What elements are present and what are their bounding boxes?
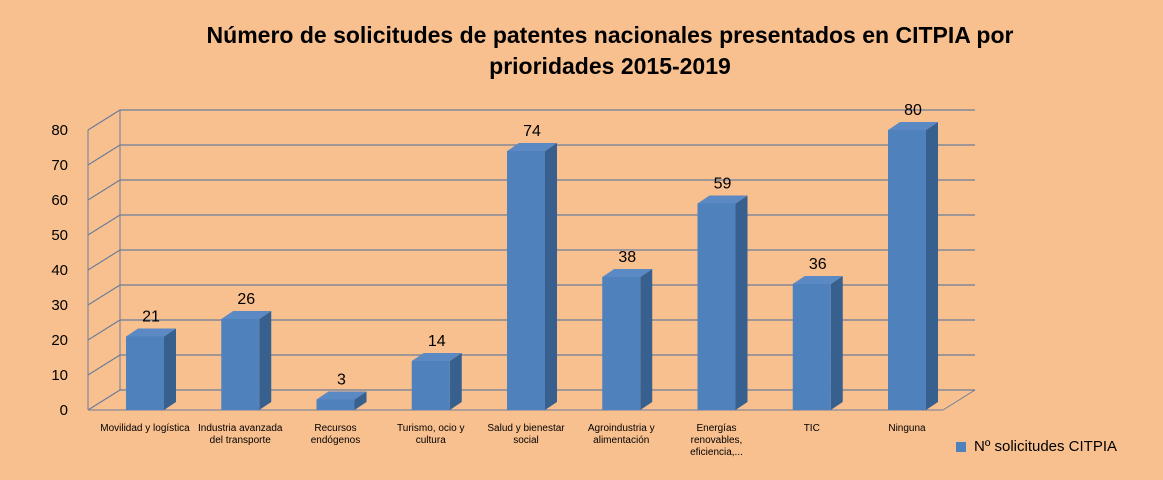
bar <box>221 311 272 410</box>
bar-top <box>411 353 462 361</box>
bar-side <box>354 391 367 410</box>
bar-top <box>507 143 557 151</box>
grid-line <box>87 284 975 306</box>
grid-line <box>87 389 975 411</box>
bar <box>888 122 938 410</box>
grid-line <box>87 109 975 131</box>
bar-side <box>640 269 653 410</box>
bar <box>316 391 367 410</box>
bar <box>126 328 176 410</box>
x-tick-label: Salud y bienestar social <box>487 423 565 446</box>
bar-front <box>411 361 450 410</box>
bar-top <box>221 311 272 319</box>
bar <box>602 269 653 410</box>
y-tick-label: 50 <box>51 227 68 244</box>
grid-line <box>87 144 975 166</box>
data-label: 80 <box>904 102 922 119</box>
data-label: 14 <box>428 333 446 350</box>
grid-line <box>87 249 975 271</box>
y-tick-label: 0 <box>60 402 68 419</box>
grid-line <box>87 319 975 341</box>
bar-front <box>316 399 355 410</box>
bar-top <box>316 391 367 400</box>
x-tick-label: Turismo, ocio y cultura <box>397 423 465 446</box>
chart-title: Número de solicitudes de patentes nacion… <box>206 22 1014 79</box>
data-label: 59 <box>714 176 732 193</box>
bar-front <box>221 319 260 410</box>
bar-side <box>545 143 557 410</box>
bar-side <box>926 122 938 410</box>
bar <box>411 353 462 410</box>
bar-top <box>697 195 748 204</box>
y-tick-label: 60 <box>51 192 68 209</box>
y-tick-label: 80 <box>51 122 68 139</box>
bar-top <box>602 269 653 277</box>
x-tick-label: Industria avanzada del transporte <box>197 423 283 446</box>
data-label: 38 <box>618 249 636 266</box>
y-tick-label: 10 <box>51 367 68 384</box>
x-tick-label: Movilidad y logística <box>100 423 190 434</box>
bar <box>792 276 843 410</box>
grid-line <box>87 214 975 236</box>
grid-line <box>87 179 975 201</box>
bar-front <box>602 277 641 410</box>
x-tick-label: Recursos endógenos <box>310 423 361 446</box>
legend-swatch <box>956 441 966 452</box>
data-label: 74 <box>523 123 541 140</box>
bar-front <box>697 203 736 410</box>
bar-side <box>259 311 272 410</box>
bar-top <box>888 122 938 130</box>
bar-front <box>126 336 164 410</box>
y-tick-label: 40 <box>51 262 68 279</box>
bar <box>697 195 748 410</box>
x-tick-label: Ninguna <box>888 423 926 434</box>
bar-top <box>792 276 843 284</box>
x-tick-label: TIC <box>803 423 820 434</box>
bar-front <box>792 284 831 410</box>
bar-side <box>449 353 462 410</box>
bar <box>507 143 557 410</box>
bar-side <box>735 195 748 410</box>
y-tick-label: 70 <box>51 157 68 174</box>
y-tick-label: 30 <box>51 297 68 314</box>
bar-side <box>164 328 176 410</box>
data-label: 21 <box>142 309 160 326</box>
floor-edge <box>942 389 976 411</box>
bar-side <box>830 276 843 410</box>
bar-front <box>888 130 926 410</box>
y-tick-label: 20 <box>51 332 68 349</box>
bar-top <box>126 328 176 337</box>
grid-line <box>87 354 975 376</box>
legend-label: Nº solicitudes CITPIA <box>974 438 1118 455</box>
bar-front <box>507 151 545 410</box>
data-label: 36 <box>809 256 827 273</box>
x-tick-label: Agroindustria y alimentación <box>587 423 655 446</box>
x-tick-label: Energías renovables, eficiencia,... <box>690 423 743 458</box>
legend: Nº solicitudes CITPIA <box>956 438 1117 455</box>
data-label: 26 <box>237 291 255 308</box>
data-label: 3 <box>337 372 346 389</box>
